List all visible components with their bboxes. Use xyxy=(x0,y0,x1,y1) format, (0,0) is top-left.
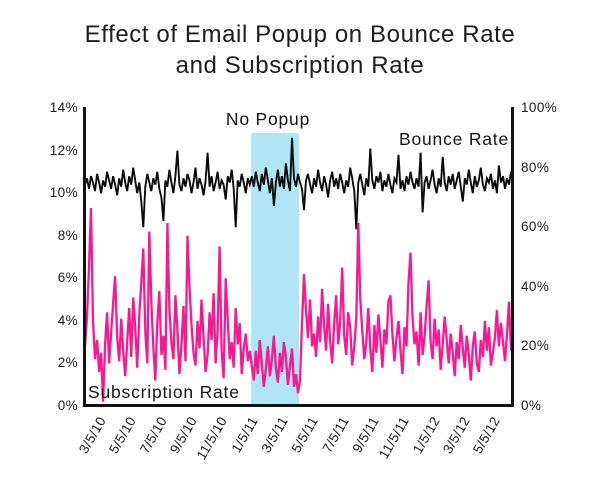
left-tick-10: 10% xyxy=(49,185,78,201)
right-y-axis-line xyxy=(511,107,514,407)
right-tick-0: 0% xyxy=(521,398,542,413)
subscription-rate-series-label: Subscription Rate xyxy=(88,382,240,402)
chart-title-line1: Effect of Email Popup on Bounce Rate xyxy=(84,21,516,48)
left-tick-8: 8% xyxy=(57,227,78,243)
right-tick-60: 60% xyxy=(521,219,550,235)
left-tick-12: 12% xyxy=(49,142,78,158)
bounce-rate-line xyxy=(85,137,513,230)
x-axis-line xyxy=(83,404,514,407)
left-tick-2: 2% xyxy=(57,355,78,371)
right-tick-20: 20% xyxy=(521,338,550,354)
chart-title-line2: and Subscription Rate xyxy=(175,52,425,79)
plot-area xyxy=(85,133,513,406)
left-tick-14: 14% xyxy=(49,100,78,115)
chart-title: Effect of Email Popup on Bounce Rate and… xyxy=(0,19,600,81)
left-tick-4: 4% xyxy=(57,312,78,328)
left-tick-0: 0% xyxy=(57,398,78,413)
bounce-rate-series-label: Bounce Rate xyxy=(399,129,509,149)
subscription-rate-line xyxy=(85,207,513,402)
right-tick-80: 80% xyxy=(521,159,550,175)
right-tick-100: 100% xyxy=(521,100,558,115)
no-popup-annotation: No Popup xyxy=(225,109,311,129)
right-tick-40: 40% xyxy=(521,278,550,294)
left-tick-6: 6% xyxy=(57,270,78,286)
left-y-axis-line xyxy=(83,107,86,407)
